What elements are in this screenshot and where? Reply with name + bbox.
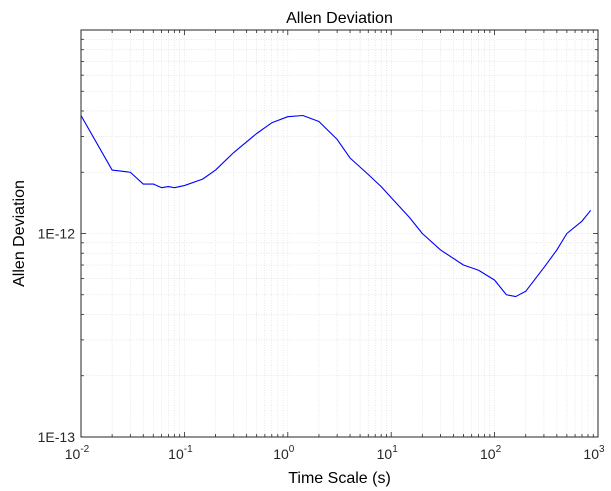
grid xyxy=(80,30,598,438)
ticks xyxy=(80,30,598,438)
chart-title: Allen Deviation xyxy=(286,10,393,27)
y-tick-label: 1E-12 xyxy=(38,226,76,242)
x-tick-label: 103 xyxy=(583,444,605,462)
tick-labels: 10-2 10-1 100 101 102 103 1E-13 1E-12 xyxy=(38,226,605,463)
y-axis-title: Allen Deviation xyxy=(11,180,28,287)
x-axis-title: Time Scale (s) xyxy=(288,470,391,487)
x-tick-label: 102 xyxy=(480,444,502,462)
series-line xyxy=(80,114,592,298)
y-tick-label: 1E-13 xyxy=(38,429,76,445)
x-tick-label: 10-1 xyxy=(168,444,193,462)
x-tick-label: 10-2 xyxy=(65,444,90,462)
series-group xyxy=(80,114,592,298)
x-tick-label: 100 xyxy=(273,444,295,462)
x-tick-label: 101 xyxy=(377,444,399,462)
